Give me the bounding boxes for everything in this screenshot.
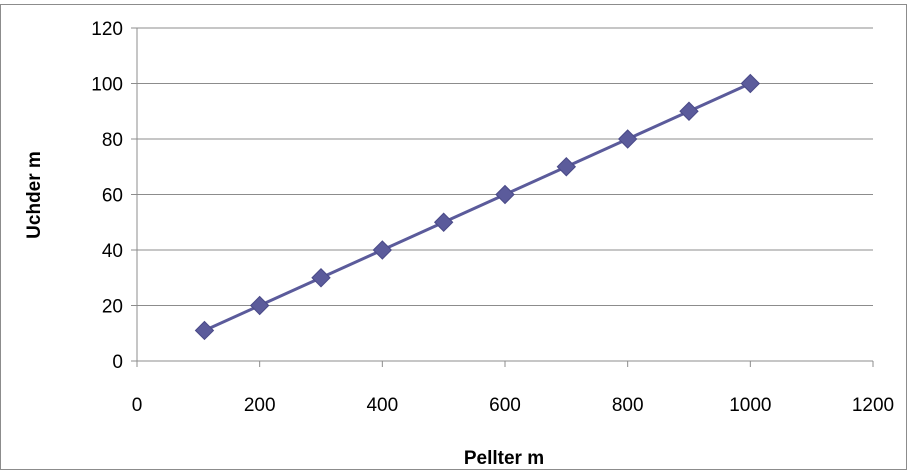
gridlines [137,27,873,306]
data-point [372,240,393,260]
data-point [495,184,515,205]
series [194,73,761,341]
data-point [556,157,577,177]
x-tick-label: 1000 [729,395,771,416]
y-tick-label: 100 [91,75,123,96]
x-tick-label: 200 [244,395,276,416]
x-tick-label: 600 [489,395,521,416]
y-tick-label: 40 [102,241,123,262]
y-tick-label: 0 [112,352,123,373]
data-point [249,295,270,316]
data-point [194,320,215,341]
y-tick-label: 120 [91,19,123,40]
data-point [679,101,699,121]
data-point [617,129,638,149]
series-line [203,82,751,332]
x-axis-title: Pellter m [464,448,544,469]
axes [131,27,874,367]
y-tick-label: 60 [102,186,123,207]
y-tick-label: 80 [102,130,123,151]
data-point [311,268,331,288]
x-tick-label: 0 [132,395,143,416]
x-tick-label: 800 [612,395,644,416]
y-axis-title: Uchder m [24,151,45,239]
data-point [433,212,454,232]
x-tick-label: 1200 [852,395,894,416]
x-tick-label: 400 [366,395,398,416]
data-point [740,73,761,94]
y-tick-label: 20 [102,297,123,318]
